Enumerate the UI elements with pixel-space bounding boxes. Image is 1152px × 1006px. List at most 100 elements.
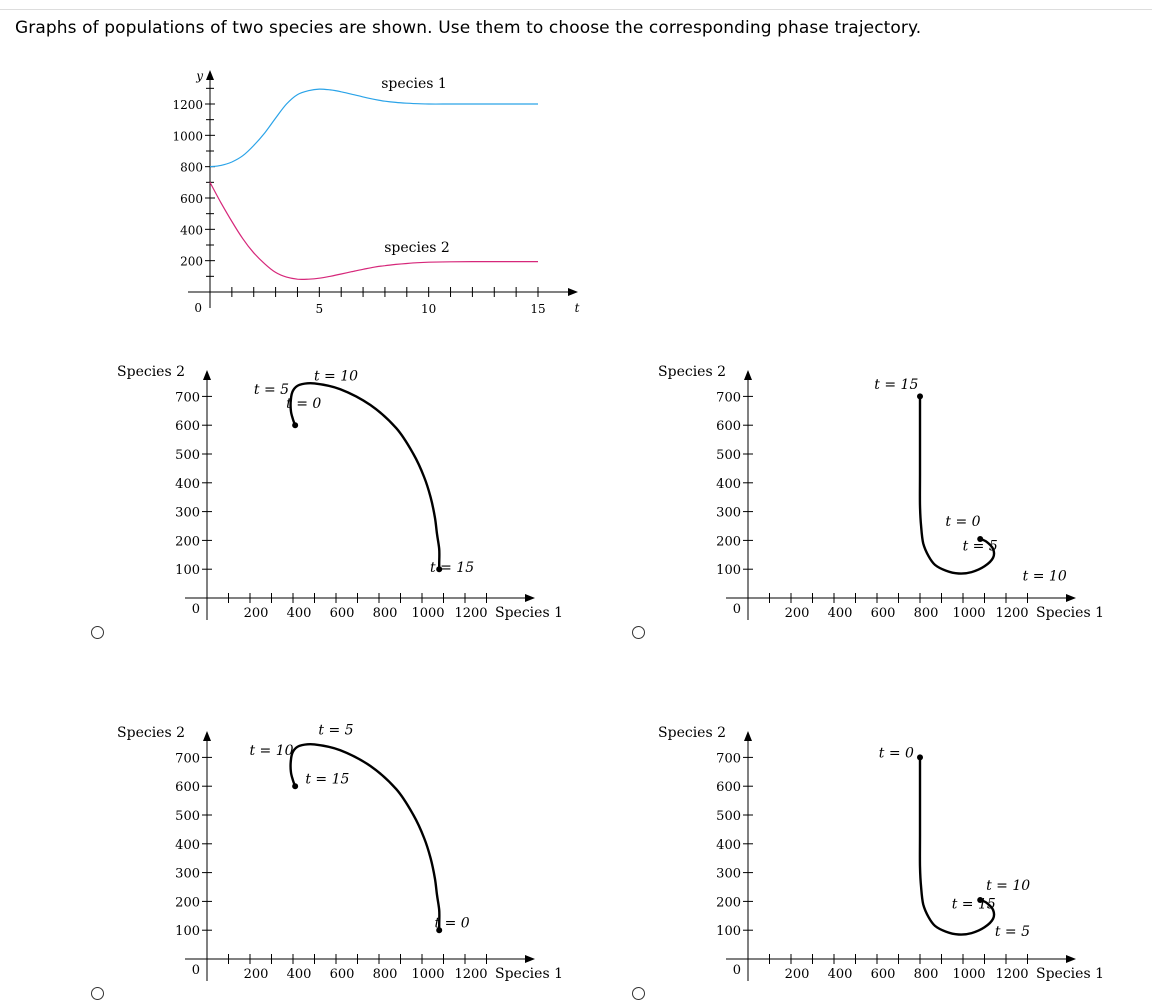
phase-a-y-tick-label: 600 — [175, 419, 200, 434]
phase-b-y-tick-label: 600 — [716, 419, 741, 434]
phase-a-x-tick-label: 600 — [330, 606, 355, 621]
phase-c-y-tick-label: 100 — [175, 924, 200, 939]
phase-d-y-tick-label: 100 — [716, 924, 741, 939]
phase-a-y-tick-label: 100 — [175, 563, 200, 578]
phase-a-y-tick-label: 300 — [175, 506, 200, 521]
radio-option-a[interactable] — [91, 626, 104, 639]
phase-d-y-tick-label: 200 — [716, 895, 741, 910]
phase-d-y-tick-label: 500 — [716, 809, 741, 824]
phase-d-x-axis-label: Species 1 — [1036, 966, 1104, 982]
phase-a-x-tick-label: 400 — [287, 606, 312, 621]
phase-a-annotation: t = 10 — [314, 369, 358, 385]
phase-c-trajectory — [289, 742, 441, 932]
phase-a-y-tick-label: 400 — [175, 477, 200, 492]
phase-d-y-arrow — [744, 731, 752, 741]
pop-y-arrow — [206, 70, 214, 80]
phase-c-y-tick-label: 300 — [175, 867, 200, 882]
phase-d-annotation: t = 10 — [986, 878, 1030, 894]
phase-b-y-tick-label: 700 — [716, 390, 741, 405]
phase-c-x-tick-label: 200 — [244, 967, 269, 982]
phase-b-trajectory — [918, 395, 996, 575]
phase-a-trajectory — [289, 381, 441, 571]
phase-a-origin-label: 0 — [192, 602, 200, 617]
phase-b-annotation: t = 15 — [874, 377, 918, 393]
pop-y-tick-label: 1000 — [172, 129, 203, 143]
phase-c-y-tick-label: 500 — [175, 809, 200, 824]
phase-d-x-tick-label: 1000 — [952, 967, 985, 982]
phase-a-x-tick-label: 1000 — [411, 606, 444, 621]
pop-y-tick-label: 600 — [180, 192, 203, 206]
phase-d-y-tick-label: 400 — [716, 838, 741, 853]
phase-b-y-axis-label: Species 2 — [658, 364, 726, 380]
phase-d-x-tick-label: 800 — [914, 967, 939, 982]
phase-d-annotation: t = 15 — [952, 897, 996, 913]
phase-b-annotation: t = 0 — [945, 514, 980, 530]
pop-x-tick-label: 5 — [316, 302, 324, 316]
radio-option-b[interactable] — [632, 626, 645, 639]
phase-b-annotation: t = 5 — [963, 538, 998, 554]
phase-c-annotation: t = 15 — [305, 771, 349, 787]
phase-c-y-tick-label: 700 — [175, 751, 200, 766]
top-divider — [0, 9, 1152, 10]
phase-c-annotation: t = 5 — [318, 722, 353, 738]
phase-d-x-tick-label: 1200 — [995, 967, 1028, 982]
phase-d-start-point — [917, 754, 923, 761]
phase-a-annotation: t = 15 — [430, 560, 474, 576]
phase-b-y-tick-label: 100 — [716, 563, 741, 578]
phase-c-x-tick-label: 1200 — [454, 967, 487, 982]
phase-d-trajectory — [918, 756, 996, 936]
phase-d-end-point — [977, 896, 984, 903]
phase-c-x-tick-label: 800 — [373, 967, 398, 982]
phase-c-x-tick-label: 400 — [287, 967, 312, 982]
phase-a-x-arrow — [525, 594, 535, 602]
phase-c-start-point — [292, 783, 299, 790]
phase-c-y-axis-label: Species 2 — [117, 725, 185, 741]
phase-a-start-point — [292, 422, 299, 429]
phase-d-origin-label: 0 — [733, 963, 741, 978]
phase-d-y-tick-label: 300 — [716, 867, 741, 882]
phase-b-start-point — [917, 393, 923, 400]
series-line-2 — [209, 182, 538, 280]
phase-c-annotation: t = 10 — [249, 743, 293, 759]
phase-d-annotation: t = 5 — [995, 924, 1030, 940]
phase-a-x-axis-label: Species 1 — [495, 605, 563, 621]
radio-option-d[interactable] — [632, 987, 645, 1000]
phase-b-x-tick-label: 400 — [828, 606, 853, 621]
pop-y-tick-label: 400 — [180, 223, 203, 237]
question-text: Graphs of populations of two species are… — [15, 18, 922, 38]
phase-a-annotation: t = 5 — [254, 382, 289, 398]
pop-x-tick-label: 10 — [421, 302, 436, 316]
phase-b-x-arrow — [1066, 594, 1076, 602]
phase-a-y-arrow — [203, 370, 211, 380]
phase-b-x-tick-label: 600 — [871, 606, 896, 621]
phase-d-annotation: t = 0 — [879, 745, 914, 761]
pop-y-tick-label: 200 — [180, 255, 203, 269]
pop-y-axis-label: y — [195, 69, 203, 83]
phase-a-y-tick-label: 500 — [175, 448, 200, 463]
phase-d-y-axis-label: Species 2 — [658, 725, 726, 741]
phase-a-x-tick-label: 200 — [244, 606, 269, 621]
phase-d-y-tick-label: 600 — [716, 780, 741, 795]
phase-b-y-tick-label: 400 — [716, 477, 741, 492]
pop-x-axis-label: t — [575, 301, 580, 315]
phase-b-y-tick-label: 200 — [716, 534, 741, 549]
radio-option-c[interactable] — [91, 987, 104, 1000]
phase-d-x-tick-label: 200 — [785, 967, 810, 982]
series-1-label: species 1 — [381, 76, 447, 92]
phase-c-x-axis-label: Species 1 — [495, 966, 563, 982]
phase-c-y-tick-label: 200 — [175, 895, 200, 910]
phase-a-x-tick-label: 1200 — [454, 606, 487, 621]
phase-a-y-tick-label: 700 — [175, 390, 200, 405]
phase-b-y-tick-label: 500 — [716, 448, 741, 463]
phase-b-x-tick-label: 1200 — [995, 606, 1028, 621]
phase-a-end-point — [436, 566, 443, 573]
phase-a-x-tick-label: 800 — [373, 606, 398, 621]
pop-y-tick-label: 1200 — [172, 98, 203, 112]
phase-d-x-tick-label: 400 — [828, 967, 853, 982]
phase-b-origin-label: 0 — [733, 602, 741, 617]
pop-x-arrow — [568, 288, 578, 296]
phase-d-y-tick-label: 700 — [716, 751, 741, 766]
phase-b-y-tick-label: 300 — [716, 506, 741, 521]
phase-b-x-tick-label: 1000 — [952, 606, 985, 621]
